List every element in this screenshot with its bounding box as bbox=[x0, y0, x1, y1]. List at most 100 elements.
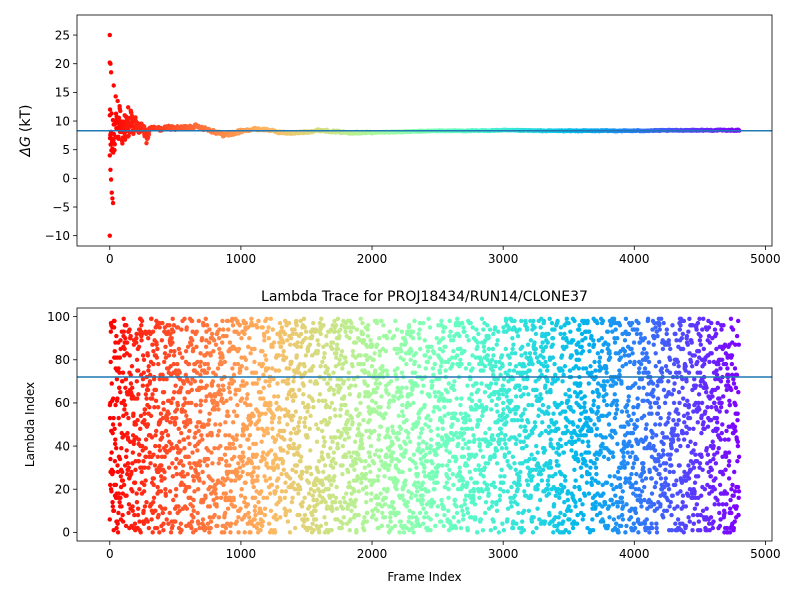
lambda-point bbox=[242, 332, 246, 336]
lambda-point bbox=[217, 336, 221, 340]
lambda-point bbox=[598, 511, 602, 515]
lambda-point bbox=[531, 530, 535, 534]
lambda-point bbox=[375, 386, 379, 390]
lambda-point bbox=[181, 463, 185, 467]
lambda-point bbox=[578, 498, 582, 502]
lambda-point bbox=[187, 362, 191, 366]
lambda-point bbox=[591, 390, 595, 394]
lambda-point bbox=[391, 450, 395, 454]
lambda-point bbox=[556, 427, 560, 431]
lambda-point bbox=[589, 371, 593, 375]
lambda-point bbox=[268, 379, 272, 383]
lambda-point bbox=[117, 491, 121, 495]
lambda-point bbox=[261, 450, 265, 454]
lambda-point bbox=[309, 472, 313, 476]
lambda-point bbox=[217, 429, 221, 433]
lambda-point bbox=[287, 366, 291, 370]
lambda-point bbox=[219, 496, 223, 500]
lambda-point bbox=[206, 362, 210, 366]
lambda-point bbox=[376, 509, 380, 513]
lambda-point bbox=[545, 364, 549, 368]
lambda-point bbox=[338, 327, 342, 331]
lambda-point bbox=[500, 446, 504, 450]
lambda-point bbox=[413, 371, 417, 375]
lambda-point bbox=[354, 407, 358, 411]
lambda-point bbox=[584, 463, 588, 467]
lambda-point bbox=[460, 427, 464, 431]
lambda-point bbox=[626, 414, 630, 418]
lambda-point bbox=[307, 481, 311, 485]
lambda-point bbox=[174, 416, 178, 420]
lambda-point bbox=[536, 414, 540, 418]
lambda-point bbox=[430, 383, 434, 387]
lambda-point bbox=[500, 364, 504, 368]
lambda-point bbox=[531, 319, 535, 323]
lambda-point bbox=[509, 399, 513, 403]
lambda-point bbox=[295, 463, 299, 467]
lambda-point bbox=[450, 362, 454, 366]
lambda-point bbox=[543, 383, 547, 387]
lambda-point bbox=[610, 450, 614, 454]
lambda-point bbox=[400, 330, 404, 334]
lambda-point bbox=[357, 412, 361, 416]
lambda-point bbox=[546, 332, 550, 336]
lambda-point bbox=[546, 478, 550, 482]
lambda-point bbox=[386, 427, 390, 431]
lambda-point bbox=[189, 526, 193, 530]
lambda-point bbox=[495, 409, 499, 413]
lambda-point bbox=[409, 349, 413, 353]
lambda-point bbox=[290, 500, 294, 504]
lambda-point bbox=[231, 323, 235, 327]
lambda-point bbox=[236, 332, 240, 336]
lambda-point bbox=[294, 409, 298, 413]
lambda-point bbox=[122, 483, 126, 487]
lambda-point bbox=[501, 401, 505, 405]
lambda-point bbox=[566, 489, 570, 493]
lambda-point bbox=[278, 515, 282, 519]
lambda-point bbox=[348, 528, 352, 532]
lambda-point bbox=[255, 478, 259, 482]
lambda-point bbox=[633, 526, 637, 530]
lambda-point bbox=[460, 446, 464, 450]
lambda-point bbox=[492, 437, 496, 441]
lambda-point bbox=[403, 448, 407, 452]
lambda-point bbox=[155, 355, 159, 359]
lambda-point bbox=[379, 459, 383, 463]
lambda-point bbox=[556, 487, 560, 491]
lambda-point bbox=[417, 364, 421, 368]
lambda-point bbox=[525, 478, 529, 482]
delta-g-y-axis-label: ΔG(kT) bbox=[18, 104, 34, 157]
lambda-point bbox=[238, 368, 242, 372]
lambda-point bbox=[194, 345, 198, 349]
lambda-point bbox=[615, 399, 619, 403]
lambda-point bbox=[164, 493, 168, 497]
lambda-point bbox=[134, 336, 138, 340]
lambda-point bbox=[298, 362, 302, 366]
lambda-point bbox=[623, 349, 627, 353]
lambda-point bbox=[118, 457, 122, 461]
lambda-point bbox=[211, 379, 215, 383]
lambda-point bbox=[376, 478, 380, 482]
lambda-point bbox=[596, 481, 600, 485]
lambda-point bbox=[484, 405, 488, 409]
lambda-point bbox=[267, 522, 271, 526]
lambda-point bbox=[187, 442, 191, 446]
lambda-point bbox=[464, 418, 468, 422]
lambda-point bbox=[218, 422, 222, 426]
lambda-point bbox=[285, 396, 289, 400]
lambda-point bbox=[400, 493, 404, 497]
lambda-point bbox=[552, 362, 556, 366]
lambda-point bbox=[447, 334, 451, 338]
lambda-point bbox=[351, 349, 355, 353]
lambda-point bbox=[164, 517, 168, 521]
lambda-point bbox=[420, 498, 424, 502]
lambda-point bbox=[146, 368, 150, 372]
lambda-point bbox=[190, 519, 194, 523]
lambda-point bbox=[465, 334, 469, 338]
lambda-point bbox=[495, 461, 499, 465]
lambda-point bbox=[286, 519, 290, 523]
lambda-point bbox=[252, 347, 256, 351]
lambda-point bbox=[585, 319, 589, 323]
lambda-point bbox=[491, 347, 495, 351]
lambda-point bbox=[402, 498, 406, 502]
